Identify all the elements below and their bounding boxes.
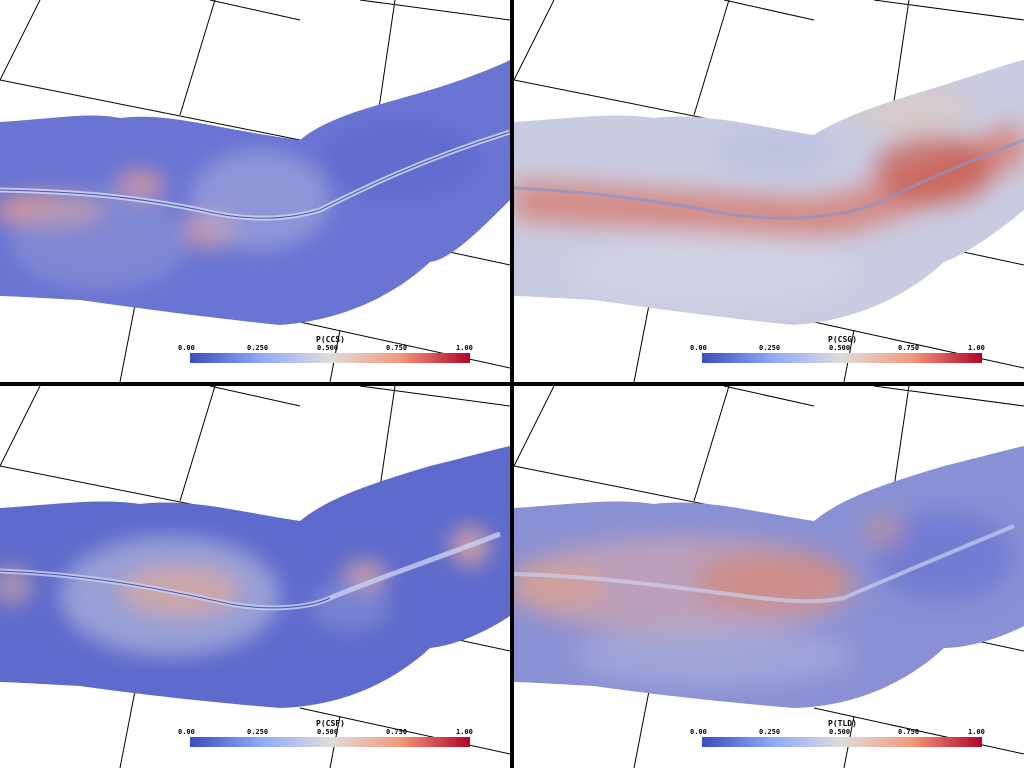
colorbar-tick: 1.00 [968, 728, 985, 736]
colorbar-tick: 1.00 [456, 344, 473, 352]
volume-render-csf [0, 386, 510, 768]
colorbar-tick: 0.500 [317, 728, 339, 736]
colorbar-tick: 0.250 [759, 728, 781, 736]
colorbar-tick: 0.750 [898, 728, 920, 736]
colorbar-tick: 0.500 [317, 344, 339, 352]
viewport-tld[interactable]: P(TLD) 0.00 0.250 0.500 0.750 1.00 [514, 386, 1024, 768]
colorbar-tick: 0.250 [247, 728, 269, 736]
colorbar-title: P(CSF) [316, 719, 345, 728]
colorbar-tick: 0.00 [690, 728, 707, 736]
colorbar [702, 737, 982, 747]
colorbar [702, 353, 982, 363]
colorbar-tick: 0.250 [759, 344, 781, 352]
colorbar-tick: 0.250 [247, 344, 269, 352]
colorbar-tick: 0.00 [690, 344, 707, 352]
colorbar-tick: 0.750 [386, 728, 408, 736]
volume-render-ccs [0, 0, 510, 382]
colorbar-tick: 0.750 [386, 344, 408, 352]
colorbar-tick: 0.00 [178, 344, 195, 352]
volume-render-csg [514, 0, 1024, 382]
colorbar-tick: 0.00 [178, 728, 195, 736]
viewport-ccs[interactable]: P(CCS) 0.00 0.250 0.500 0.750 1.00 [0, 0, 510, 382]
colorbar-tick: 0.750 [898, 344, 920, 352]
viewport-csf[interactable]: P(CSF) 0.00 0.250 0.500 0.750 1.00 [0, 386, 510, 768]
colorbar [190, 353, 470, 363]
colorbar [190, 737, 470, 747]
viewport-csg[interactable]: P(CSG) 0.00 0.250 0.500 0.750 1.00 [514, 0, 1024, 382]
colorbar-tick: 0.500 [829, 344, 851, 352]
colorbar-title: P(CCS) [316, 335, 345, 344]
colorbar-tick: 1.00 [968, 344, 985, 352]
colorbar-tick: 0.500 [829, 728, 851, 736]
colorbar-title: P(CSG) [828, 335, 857, 344]
volume-render-tld [514, 386, 1024, 768]
colorbar-tick: 1.00 [456, 728, 473, 736]
colorbar-title: P(TLD) [828, 719, 857, 728]
